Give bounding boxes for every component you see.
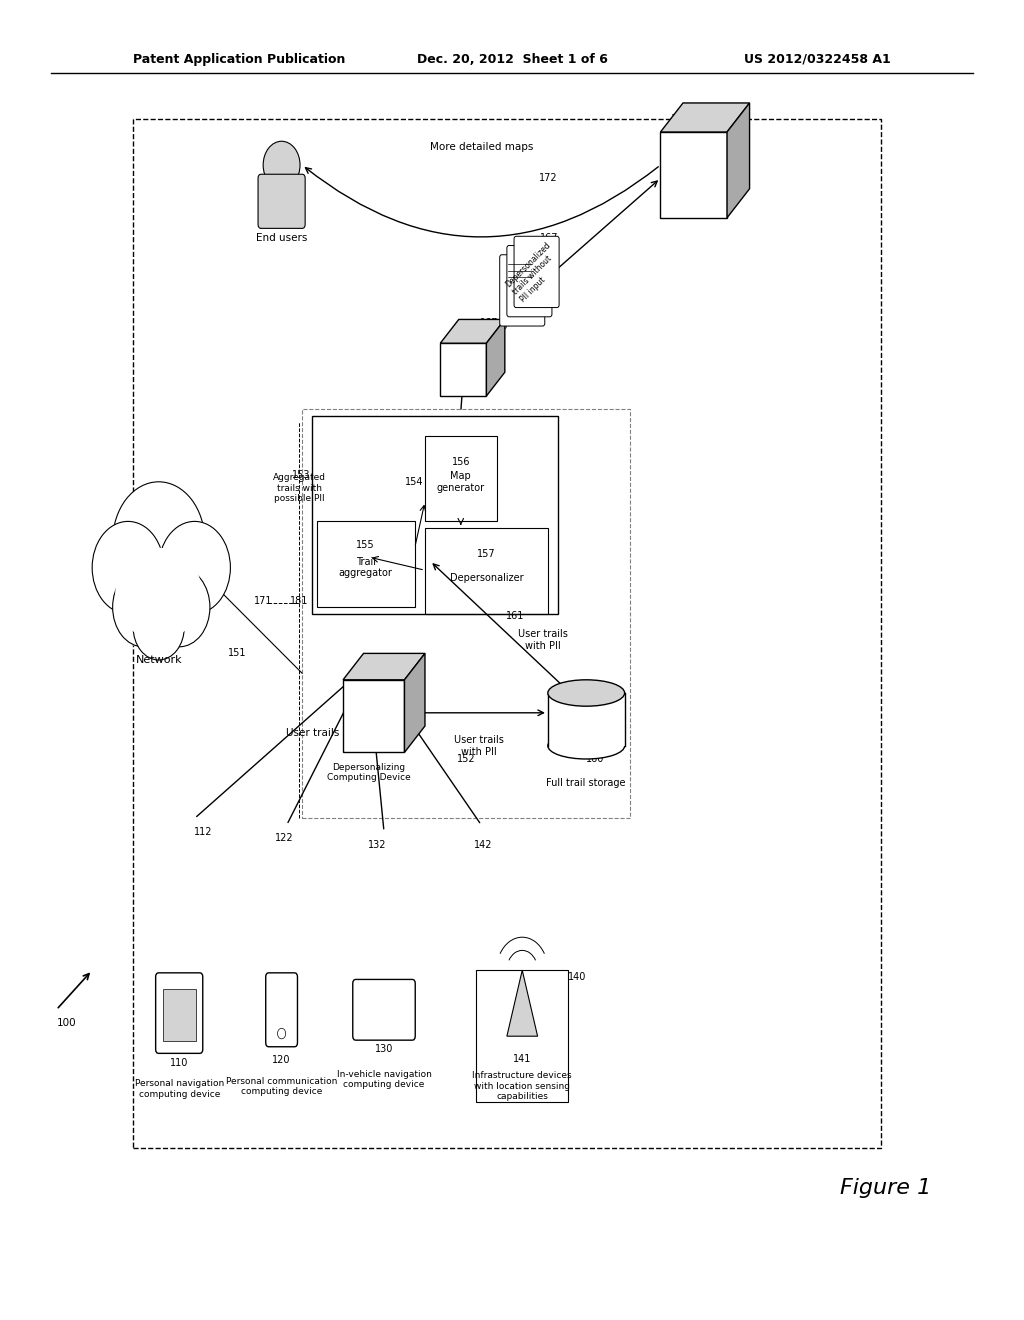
Text: 165: 165 (486, 364, 506, 375)
Bar (548, 693, 625, 746)
Bar (312, 416, 558, 614)
Bar (317, 521, 415, 607)
Text: Depersonalizer: Depersonalizer (450, 573, 523, 583)
FancyBboxPatch shape (156, 973, 203, 1053)
Bar (302, 409, 630, 818)
Circle shape (148, 568, 210, 647)
Text: Depersonalizing
Computing Device: Depersonalizing Computing Device (327, 763, 411, 781)
Bar (163, 989, 196, 1041)
Bar (440, 343, 486, 396)
Text: 167: 167 (540, 232, 558, 243)
Text: Dec. 20, 2012  Sheet 1 of 6: Dec. 20, 2012 Sheet 1 of 6 (417, 53, 607, 66)
Ellipse shape (108, 535, 210, 653)
Text: Network: Network (135, 655, 182, 665)
Circle shape (159, 521, 230, 614)
Text: Trail
aggregator: Trail aggregator (339, 557, 392, 578)
Text: 160: 160 (586, 754, 604, 764)
Circle shape (263, 141, 300, 189)
Text: 100: 100 (56, 1018, 77, 1028)
Bar (425, 528, 548, 614)
Bar (425, 436, 497, 521)
Text: Infrastructure devices
with location sensing
capabilities: Infrastructure devices with location sen… (472, 1072, 572, 1101)
Text: 130: 130 (375, 1044, 393, 1055)
Text: 142: 142 (474, 840, 493, 850)
Ellipse shape (548, 680, 625, 706)
FancyBboxPatch shape (258, 174, 305, 228)
FancyBboxPatch shape (500, 255, 545, 326)
Text: 172: 172 (539, 173, 557, 183)
Circle shape (133, 594, 184, 660)
Circle shape (278, 1028, 286, 1039)
Text: 150: 150 (359, 741, 378, 751)
Text: 180: 180 (272, 173, 291, 183)
FancyBboxPatch shape (352, 979, 416, 1040)
Text: 122: 122 (275, 833, 294, 843)
Text: User trails
with PII: User trails with PII (518, 630, 567, 651)
Text: 140: 140 (568, 972, 587, 982)
Text: 3rd party
computing
device: 3rd party computing device (680, 121, 733, 156)
Text: End users: End users (256, 232, 307, 243)
Text: 181: 181 (290, 595, 308, 606)
Circle shape (92, 521, 164, 614)
FancyBboxPatch shape (507, 246, 552, 317)
Polygon shape (660, 103, 750, 132)
Text: Map
generator: Map generator (437, 471, 484, 492)
Circle shape (113, 568, 174, 647)
Text: 156: 156 (452, 457, 470, 467)
Text: 151: 151 (228, 648, 247, 659)
Text: 190: 190 (148, 622, 169, 632)
Text: 132: 132 (368, 840, 386, 850)
Polygon shape (727, 103, 750, 218)
Text: 157: 157 (477, 549, 496, 560)
Text: 155: 155 (356, 540, 375, 550)
Polygon shape (343, 653, 425, 680)
Text: 167: 167 (480, 318, 499, 329)
Text: Personal communication
computing device: Personal communication computing device (226, 1077, 337, 1096)
Polygon shape (486, 319, 505, 396)
Bar (133, 119, 881, 1148)
Text: 110: 110 (170, 1057, 188, 1068)
Text: 141: 141 (513, 1053, 531, 1064)
Text: 111: 111 (170, 978, 188, 989)
Text: Depersonalized
trails without
PII input: Depersonalized trails without PII input (504, 240, 567, 304)
FancyBboxPatch shape (266, 973, 297, 1047)
Text: User trails with PII: User trails with PII (286, 727, 380, 738)
Text: 120: 120 (272, 1055, 291, 1065)
Text: 168: 168 (489, 321, 508, 331)
Text: Personal navigation
computing device: Personal navigation computing device (134, 1080, 224, 1098)
Text: In-vehicle navigation
computing device: In-vehicle navigation computing device (337, 1071, 431, 1089)
Circle shape (113, 482, 205, 601)
Text: 154: 154 (404, 477, 423, 487)
Bar (660, 132, 727, 218)
Text: 170: 170 (671, 114, 690, 124)
Text: 152: 152 (457, 754, 475, 764)
Text: Patent Application Publication: Patent Application Publication (133, 53, 345, 66)
Text: US 2012/0322458 A1: US 2012/0322458 A1 (744, 53, 891, 66)
Text: Figure 1: Figure 1 (840, 1177, 931, 1199)
Text: 121: 121 (275, 985, 294, 995)
Text: 112: 112 (194, 826, 212, 837)
Ellipse shape (115, 548, 203, 640)
Bar (343, 680, 404, 752)
Text: Full trail storage: Full trail storage (546, 777, 626, 788)
Text: Aggregated
trails with
possible PII: Aggregated trails with possible PII (272, 474, 326, 503)
Text: 171: 171 (254, 595, 272, 606)
FancyBboxPatch shape (514, 236, 559, 308)
Text: User trails
with PII: User trails with PII (455, 735, 504, 756)
Text: 161: 161 (506, 611, 524, 622)
Ellipse shape (548, 733, 625, 759)
Text: 131: 131 (385, 985, 403, 995)
Text: 153: 153 (292, 470, 310, 480)
Polygon shape (404, 653, 425, 752)
Polygon shape (507, 970, 538, 1036)
Bar (476, 970, 568, 1102)
Text: More detailed maps: More detailed maps (430, 141, 532, 152)
Polygon shape (440, 319, 505, 343)
